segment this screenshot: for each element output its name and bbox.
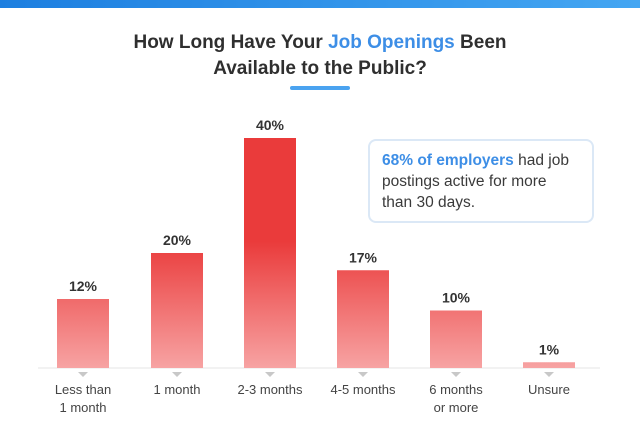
title-underline [290,86,350,90]
bar-0 [57,299,109,368]
bar-value-label-1: 20% [163,232,192,248]
category-label-4: 6 months or more [429,382,483,415]
tick-marker-2 [265,372,275,377]
tick-marker-5 [544,372,554,377]
bar-value-label-3: 17% [349,249,378,265]
chart-title: How Long Have Your Job Openings Been Ava… [0,30,640,82]
category-label-2: 2-3 months [237,382,303,397]
title-line-1: How Long Have Your Job Openings Been [0,30,640,56]
callout-highlight: 68% of employers [382,152,514,169]
title-line-2: Available to the Public? [213,58,427,79]
tick-marker-3 [358,372,368,377]
category-label-1: 1 month [154,382,201,397]
bar-value-label-4: 10% [442,290,471,306]
bar-5 [523,362,575,368]
bar-2 [244,138,296,368]
tick-marker-0 [78,372,88,377]
bar-value-label-2: 40% [256,117,285,133]
tick-marker-1 [172,372,182,377]
title-highlight: Job Openings [328,32,455,53]
top-accent-bar [0,0,640,8]
callout-box: 68% of employers had job postings active… [368,139,594,223]
bar-3 [337,270,389,368]
bar-value-label-5: 1% [539,341,560,357]
title-text-prefix: How Long Have Your [133,32,329,53]
category-label-0: Less than 1 month [55,382,111,415]
title-text-suffix: Been [454,32,507,53]
category-label-3: 4-5 months [330,382,396,397]
category-label-5: Unsure [528,382,570,397]
tick-marker-4 [451,372,461,377]
callout-text: had job postings active for more than 30… [382,152,569,211]
bar-4 [430,310,482,368]
bar-1 [151,253,203,368]
bar-value-label-0: 12% [69,278,98,294]
